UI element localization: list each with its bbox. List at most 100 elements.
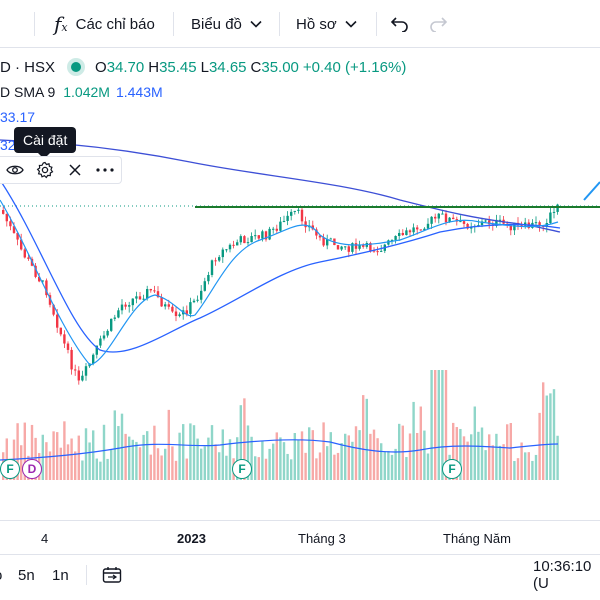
drawing-trend-line[interactable]	[583, 181, 600, 201]
date-range-button[interactable]	[102, 555, 122, 595]
candle-body	[272, 228, 275, 230]
volume-bar	[128, 436, 131, 480]
volume-bar	[30, 424, 34, 480]
price-chart[interactable]	[0, 0, 600, 520]
candle-body	[261, 231, 264, 239]
candle-body	[153, 290, 156, 292]
candle-body	[66, 343, 70, 350]
volume-value: 1.042M	[63, 84, 110, 100]
volume-bar	[171, 446, 174, 480]
volume-bar	[84, 428, 88, 480]
time-axis[interactable]: 4 2023 Tháng 3 Tháng Năm	[0, 520, 600, 554]
candle-body	[354, 243, 358, 249]
candle-body	[207, 274, 210, 282]
volume-bar	[102, 424, 106, 480]
volume-bar	[66, 444, 70, 480]
candle-body	[246, 242, 250, 244]
candle-body	[509, 225, 512, 231]
candle-body	[160, 297, 163, 307]
volume-bar	[279, 437, 282, 480]
event-marker-dividend[interactable]: F	[0, 459, 20, 479]
candle-body	[444, 213, 448, 223]
volume-bar	[225, 455, 228, 480]
candle-body	[484, 220, 487, 222]
ma-value-2: 32	[0, 137, 16, 153]
candle-body	[362, 244, 365, 247]
symbol-name[interactable]: D · HSX	[0, 58, 56, 76]
event-marker-earnings[interactable]: F	[442, 459, 462, 479]
range-1y-button[interactable]: 1n	[52, 566, 69, 584]
volume-bar	[48, 451, 52, 480]
toolbar-separator	[376, 12, 377, 36]
candle-body	[264, 231, 268, 240]
volume-moving-average-line	[0, 439, 559, 461]
eye-icon	[6, 165, 24, 175]
volume-bar	[210, 425, 214, 480]
volume-bar	[308, 427, 311, 480]
bottom-toolbar: o 5n 1n 10:36:10 (U	[0, 554, 600, 600]
candle-body	[290, 211, 293, 216]
volume-bar	[538, 412, 541, 480]
range-partial-button[interactable]: o	[0, 555, 2, 595]
volume-bar	[185, 458, 188, 480]
volume-bar	[401, 425, 404, 480]
volume-bar	[506, 424, 509, 480]
volume-bar	[426, 453, 430, 480]
ma-value-1: 33.17	[0, 109, 36, 125]
clock-display[interactable]: 10:36:10 (U	[533, 558, 592, 592]
redo-button[interactable]	[428, 0, 448, 48]
volume-bar	[444, 370, 448, 480]
candle-body	[250, 236, 253, 243]
visibility-button[interactable]	[0, 156, 30, 184]
more-button[interactable]	[90, 156, 120, 184]
candle-body	[549, 212, 552, 224]
candle-body	[419, 229, 422, 231]
volume-bar	[318, 452, 322, 480]
volume-bar	[272, 443, 275, 480]
chart-type-button[interactable]: Biểu đồ	[191, 0, 262, 48]
candle-body	[534, 222, 538, 224]
candle-body	[77, 370, 80, 381]
candle-body	[286, 215, 289, 221]
undo-button[interactable]	[390, 0, 410, 48]
remove-button[interactable]	[60, 156, 90, 184]
candle-body	[131, 298, 134, 306]
candle-body	[23, 249, 26, 258]
candle-body	[423, 228, 426, 231]
volume-bar	[290, 459, 293, 480]
candle-body	[210, 260, 214, 275]
indicators-button[interactable]: fx Các chỉ báo	[54, 0, 155, 48]
volume-bar	[300, 431, 304, 480]
candle-body	[16, 232, 19, 240]
event-marker-earnings[interactable]: F	[232, 459, 252, 479]
candle-body	[293, 210, 296, 212]
volume-bar	[380, 443, 383, 480]
volume-bar	[146, 431, 149, 480]
candle-body	[138, 296, 142, 300]
event-marker-dividend[interactable]: D	[22, 459, 42, 479]
candle-body	[380, 250, 383, 252]
candle-body	[56, 314, 59, 328]
candle-body	[81, 375, 84, 381]
candle-body	[84, 366, 88, 376]
settings-button[interactable]	[30, 156, 60, 184]
volume-bar	[45, 442, 48, 480]
volume-bar	[315, 458, 318, 480]
candle-body	[329, 238, 332, 240]
profile-button[interactable]: Hồ sơ	[296, 0, 357, 48]
volume-bar	[88, 442, 91, 480]
volume-bar	[419, 406, 422, 480]
volume-bar	[124, 433, 127, 480]
time-axis-label: Tháng 3	[298, 531, 346, 546]
indicator-name[interactable]: D SMA 9	[0, 84, 56, 100]
candle-body	[405, 230, 408, 236]
indicator-actions	[0, 156, 122, 184]
candle-body	[63, 334, 66, 344]
undo-icon	[390, 17, 408, 32]
candle-body	[225, 249, 228, 251]
candle-body	[552, 211, 556, 213]
range-5y-button[interactable]: 5n	[18, 566, 35, 584]
volume-bar	[228, 439, 232, 480]
toolbar-separator	[34, 12, 35, 36]
profile-label: Hồ sơ	[296, 15, 337, 33]
